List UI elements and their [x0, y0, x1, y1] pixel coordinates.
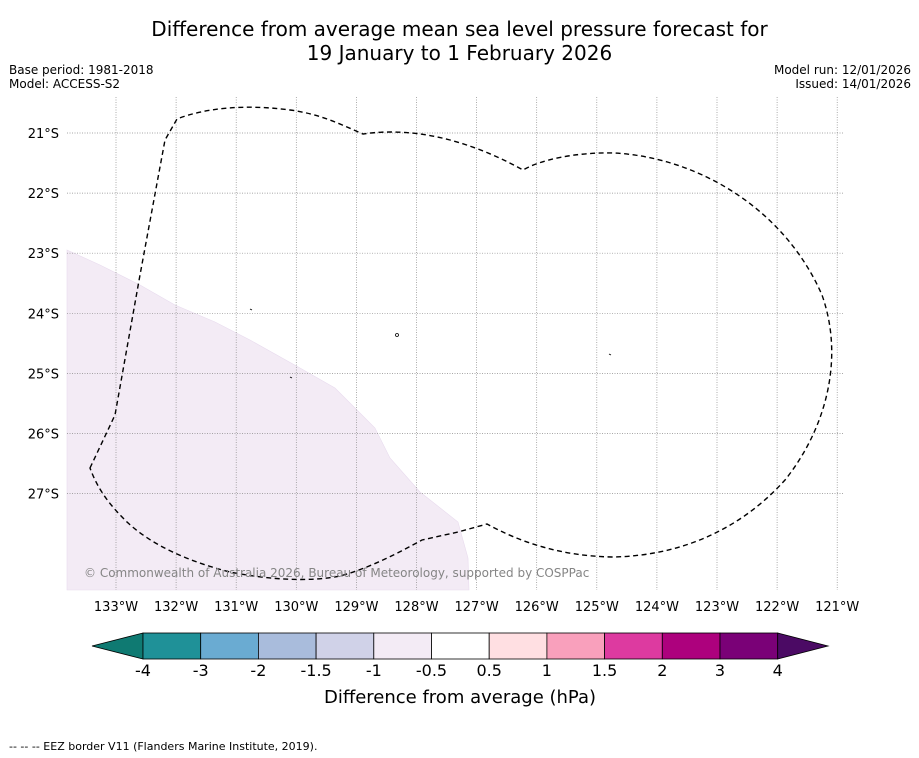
- colorbar-tick-label: 1: [542, 661, 552, 680]
- colorbar-tick-label: -3: [193, 661, 209, 680]
- latitude-label: 25°S: [28, 367, 59, 382]
- island-marker: [395, 333, 399, 337]
- colorbar-tick-label: 2: [657, 661, 667, 680]
- colorbar-box: [142, 632, 202, 660]
- colorbar-tick-label: 3: [715, 661, 725, 680]
- colorbar-tick-label: 1.5: [592, 661, 617, 680]
- eez-legend-note: -- -- -- EEZ border V11 (Flanders Marine…: [9, 740, 318, 753]
- colorbar-box: [546, 632, 606, 660]
- longitude-labels: 133°W 132°W 131°W 130°W 129°W 128°W 127°W 126°W…: [94, 600, 860, 615]
- colorbar-box: [719, 632, 779, 660]
- latitude-label: 27°S: [28, 488, 59, 503]
- colorbar-box: [315, 632, 375, 660]
- longitude-label: 121°W: [815, 600, 859, 615]
- colorbar-box: [257, 632, 317, 660]
- latitude-gridlines: [67, 132, 843, 494]
- island-marker: [289, 376, 293, 379]
- colorbar-box: [661, 632, 721, 660]
- colorbar-tick-label: -1: [366, 661, 382, 680]
- eez-border: [89, 106, 833, 581]
- longitude-label: 124°W: [635, 600, 679, 615]
- longitude-label: 133°W: [94, 600, 138, 615]
- colorbar-box: [431, 632, 490, 660]
- colorbar-boxes: [91, 632, 830, 660]
- colorbar-box: [200, 632, 259, 660]
- model-run: Model run: 12/01/2026: [773, 63, 911, 77]
- colorbar-box: [604, 632, 663, 660]
- island-marker: [608, 353, 612, 356]
- longitude-label: 125°W: [575, 600, 619, 615]
- colorbar-tick-label: -4: [135, 661, 151, 680]
- longitude-label: 123°W: [695, 600, 739, 615]
- colorbar-tick-label: -2: [250, 661, 266, 680]
- colorbar-tick-label: 0.5: [476, 661, 501, 680]
- longitude-label: 132°W: [154, 600, 198, 615]
- colorbar-tick-label: 4: [773, 661, 783, 680]
- longitude-label: 130°W: [274, 600, 318, 615]
- title-line-1: Difference from average mean sea level p…: [151, 17, 768, 41]
- colorbar-ticks: -4 -3 -2 -1.5 -1 -0.5 0.5 1 1.5 2 3 4: [135, 661, 783, 680]
- island-markers: [249, 308, 612, 379]
- colorbar-tick-label: -0.5: [416, 661, 447, 680]
- colorbar-extend-high: [777, 632, 830, 660]
- colorbar-box: [373, 632, 432, 660]
- longitude-label: 129°W: [334, 600, 378, 615]
- colorbar-box: [488, 632, 548, 660]
- model-name: Model: ACCESS-S2: [9, 77, 121, 91]
- colorbar-label: Difference from average (hPa): [324, 687, 596, 708]
- meta-right: Model run: 12/01/2026 Issued: 14/01/2026: [774, 63, 911, 91]
- longitude-label: 126°W: [515, 600, 559, 615]
- colorbar-extend-low: [91, 632, 144, 660]
- meta-left: Base period: 1981-2018 Model: ACCESS-S2: [9, 63, 154, 91]
- latitude-label: 23°S: [28, 247, 59, 262]
- island-marker: [249, 308, 253, 311]
- issued-date: Issued: 14/01/2026: [795, 77, 911, 91]
- latitude-label: 22°S: [28, 187, 59, 202]
- base-period: Base period: 1981-2018: [9, 63, 154, 77]
- longitude-label: 122°W: [755, 600, 799, 615]
- colorbar: -4 -3 -2 -1.5 -1 -0.5 0.5 1 1.5 2 3 4 Difference fr…: [91, 632, 830, 708]
- latitude-label: 24°S: [28, 307, 59, 322]
- longitude-label: 127°W: [455, 600, 499, 615]
- longitude-label: 128°W: [394, 600, 438, 615]
- map-title: Difference from average mean sea level p…: [0, 17, 919, 65]
- title-line-2: 19 January to 1 February 2026: [306, 41, 613, 65]
- colorbar-tick-label: -1.5: [300, 661, 331, 680]
- copyright: © Commonwealth of Australia 2026, Bureau…: [84, 566, 589, 580]
- anomaly-shading: [66, 249, 470, 591]
- map-panel: © Commonwealth of Australia 2026, Bureau…: [28, 97, 860, 615]
- latitude-label: 21°S: [28, 127, 59, 142]
- longitude-label: 131°W: [214, 600, 258, 615]
- latitude-label: 26°S: [28, 428, 59, 443]
- longitude-gridlines: [115, 97, 838, 590]
- latitude-labels: 21°S 22°S 23°S 24°S 25°S 26°S 27°S: [28, 127, 59, 503]
